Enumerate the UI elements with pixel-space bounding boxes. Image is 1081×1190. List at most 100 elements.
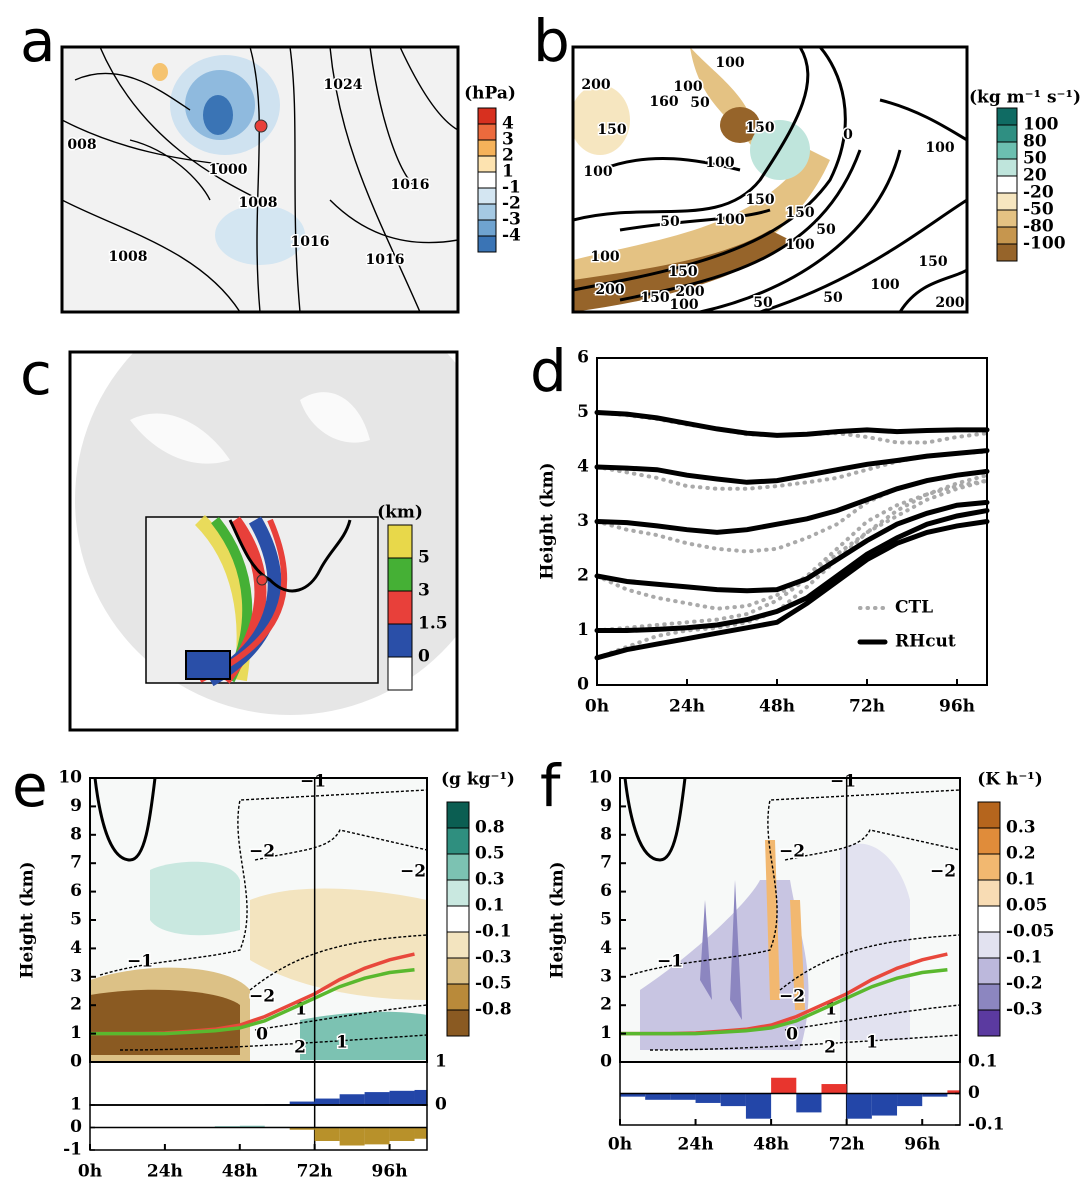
colorbar-label: 3 [418, 581, 430, 601]
colorbar-label: 0.8 [475, 818, 505, 838]
y-tick-label: 2 [70, 995, 82, 1015]
y-tick-label: 6 [577, 348, 589, 368]
colorbar-label: -0.3 [1006, 1000, 1043, 1020]
contour-label: 50 [690, 95, 710, 111]
y-tick-label: 7 [600, 853, 612, 873]
colorbar-cell [478, 172, 496, 188]
colorbar-label: -0.8 [475, 1000, 512, 1020]
colorbar-cell [388, 657, 412, 690]
colorbar-cell [478, 220, 496, 236]
sub-bar [721, 1094, 746, 1107]
colorbar-title: (g kg⁻¹) [441, 770, 515, 790]
colorbar-cell [447, 906, 469, 932]
y-tick-label: 10 [588, 768, 612, 788]
y-tick-label: 3 [577, 511, 589, 531]
contour-label: 50 [823, 290, 843, 306]
sub-bar [390, 1091, 415, 1105]
colorbar-cell [997, 108, 1017, 125]
colorbar-cell [447, 1010, 469, 1036]
colorbar-cell [447, 802, 469, 828]
colorbar-cell [478, 204, 496, 220]
sub-bar [872, 1094, 897, 1116]
contour-label: 1000 [209, 162, 248, 178]
colorbar-cell [997, 176, 1017, 193]
sub-bar [796, 1094, 821, 1113]
sub-bar [696, 1094, 721, 1103]
contour-label: 1 [866, 1033, 878, 1053]
sub-bar [821, 1084, 846, 1093]
colorbar-label: -0.1 [1006, 948, 1043, 968]
y-tick-label: 4 [600, 938, 612, 958]
contour-label: 2 [294, 1038, 306, 1058]
contour-label: 160 [649, 94, 678, 110]
colorbar-label: 0 [418, 647, 430, 667]
y-tick-label: 4 [577, 457, 589, 477]
x-tick-label: 72h [829, 1135, 865, 1155]
y-tick-label: 8 [70, 824, 82, 844]
y-tick-label: 10 [58, 768, 82, 788]
colorbar-label: -0.1 [475, 922, 512, 942]
colorbar-cell [978, 958, 1000, 984]
sub-bar [340, 1094, 365, 1105]
contour-label: −2 [930, 862, 956, 882]
sub-bar [746, 1094, 771, 1119]
colorbar-cell [997, 159, 1017, 176]
colorbar-cell [478, 140, 496, 156]
y-tick-label: 5 [70, 910, 82, 930]
colorbar-cell [997, 193, 1017, 210]
contour-label: 150 [640, 290, 669, 306]
sub-bar [415, 1128, 427, 1139]
y-tick-label: 1 [600, 1023, 612, 1043]
colorbar-cell [997, 142, 1017, 159]
colorbar-label: 0.1 [1006, 870, 1036, 890]
x-tick-label: 96h [904, 1135, 940, 1155]
colorbar-label: 0.5 [475, 844, 505, 864]
colorbar-cell [447, 880, 469, 906]
trajectory-line [597, 502, 987, 590]
colorbar-label: 0.3 [1006, 818, 1036, 838]
y-tick-label: 3 [600, 966, 612, 986]
colorbar-cell [997, 227, 1017, 244]
contour-label: 0 [786, 1025, 798, 1045]
x-tick-label: 24h [669, 697, 705, 717]
contour-label: −1 [300, 772, 326, 792]
y-tick-label: 6 [600, 881, 612, 901]
y-tick-label: 5 [600, 910, 612, 930]
contour-label: 1008 [239, 195, 278, 211]
y-tick-label: 1 [577, 620, 589, 640]
contour-label: −1 [830, 772, 856, 792]
colorbar-label: -0.2 [1006, 974, 1043, 994]
colorbar-label: -4 [502, 226, 521, 246]
colorbar-cell [478, 124, 496, 140]
colorbar-cell [997, 210, 1017, 227]
colorbar-cell [978, 1010, 1000, 1036]
y-tick-label: 0 [600, 1052, 612, 1072]
sub-bar [670, 1094, 695, 1100]
colorbar-cell [478, 108, 496, 124]
y-axis-title: Height (km) [18, 861, 38, 978]
x-tick-label: 48h [753, 1135, 789, 1155]
contour-label: 150 [918, 254, 947, 270]
map-c [75, 285, 505, 715]
colorbar-label: 0.05 [1006, 896, 1047, 916]
contour-label: 200 [581, 77, 610, 93]
colorbar-label: 0.3 [475, 870, 505, 890]
colorbar-title: (hPa) [464, 84, 516, 104]
y-tick-label: 0 [577, 675, 589, 695]
sub-bar [315, 1099, 340, 1105]
y-tick-label: 5 [577, 402, 589, 422]
x-tick-label: 72h [297, 1162, 333, 1182]
sub-bar [315, 1128, 340, 1142]
contour-label: 0 [843, 127, 853, 143]
x-tick-label: 72h [849, 697, 885, 717]
y-tick-label: 2 [600, 995, 612, 1015]
contour-label: 100 [715, 55, 744, 71]
x-tick-label: 0h [608, 1135, 632, 1155]
contour-label: 150 [785, 205, 814, 221]
legend-label: RHcut [895, 632, 956, 652]
contour-label: 200 [595, 282, 624, 298]
colorbar-cell [978, 932, 1000, 958]
y-tick-label: 9 [70, 796, 82, 816]
contour-label: 1024 [324, 77, 363, 93]
